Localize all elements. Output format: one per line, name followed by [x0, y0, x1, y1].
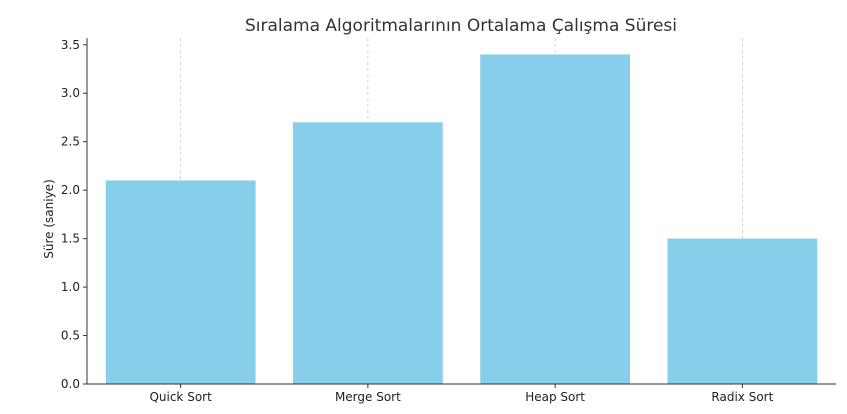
- y-tick-label: 2.0: [61, 183, 80, 197]
- x-ticks: Quick Sort Merge Sort Heap Sort Radix Sort: [149, 384, 774, 404]
- y-tick-label: 0.5: [61, 329, 80, 343]
- y-tick-label: 1.5: [61, 232, 80, 246]
- y-tick-label: 1.0: [61, 280, 80, 294]
- x-tick-label: Quick Sort: [149, 390, 212, 404]
- x-tick-label: Radix Sort: [711, 390, 773, 404]
- y-tick-label: 0.0: [61, 377, 80, 391]
- y-tick-label: 3.5: [61, 38, 80, 52]
- axes: [86, 38, 836, 385]
- bar-radix-sort: [667, 238, 818, 384]
- x-tick-label: Heap Sort: [525, 390, 585, 404]
- chart-title: Sıralama Algoritmalarının Ortalama Çalış…: [245, 16, 677, 36]
- bar-heap-sort: [480, 54, 631, 384]
- grid: [180, 38, 743, 384]
- x-tick-label: Merge Sort: [335, 390, 401, 404]
- y-tick-label: 3.0: [61, 86, 80, 100]
- y-tick-label: 2.5: [61, 135, 80, 149]
- bar-merge-sort: [292, 122, 443, 384]
- bar-quick-sort: [105, 180, 256, 384]
- bars: [105, 54, 818, 384]
- y-axis-label: Süre (saniye): [42, 179, 56, 258]
- y-ticks: 0.0 0.5 1.0 1.5 2.0 2.5 3.0 3.5: [61, 38, 87, 391]
